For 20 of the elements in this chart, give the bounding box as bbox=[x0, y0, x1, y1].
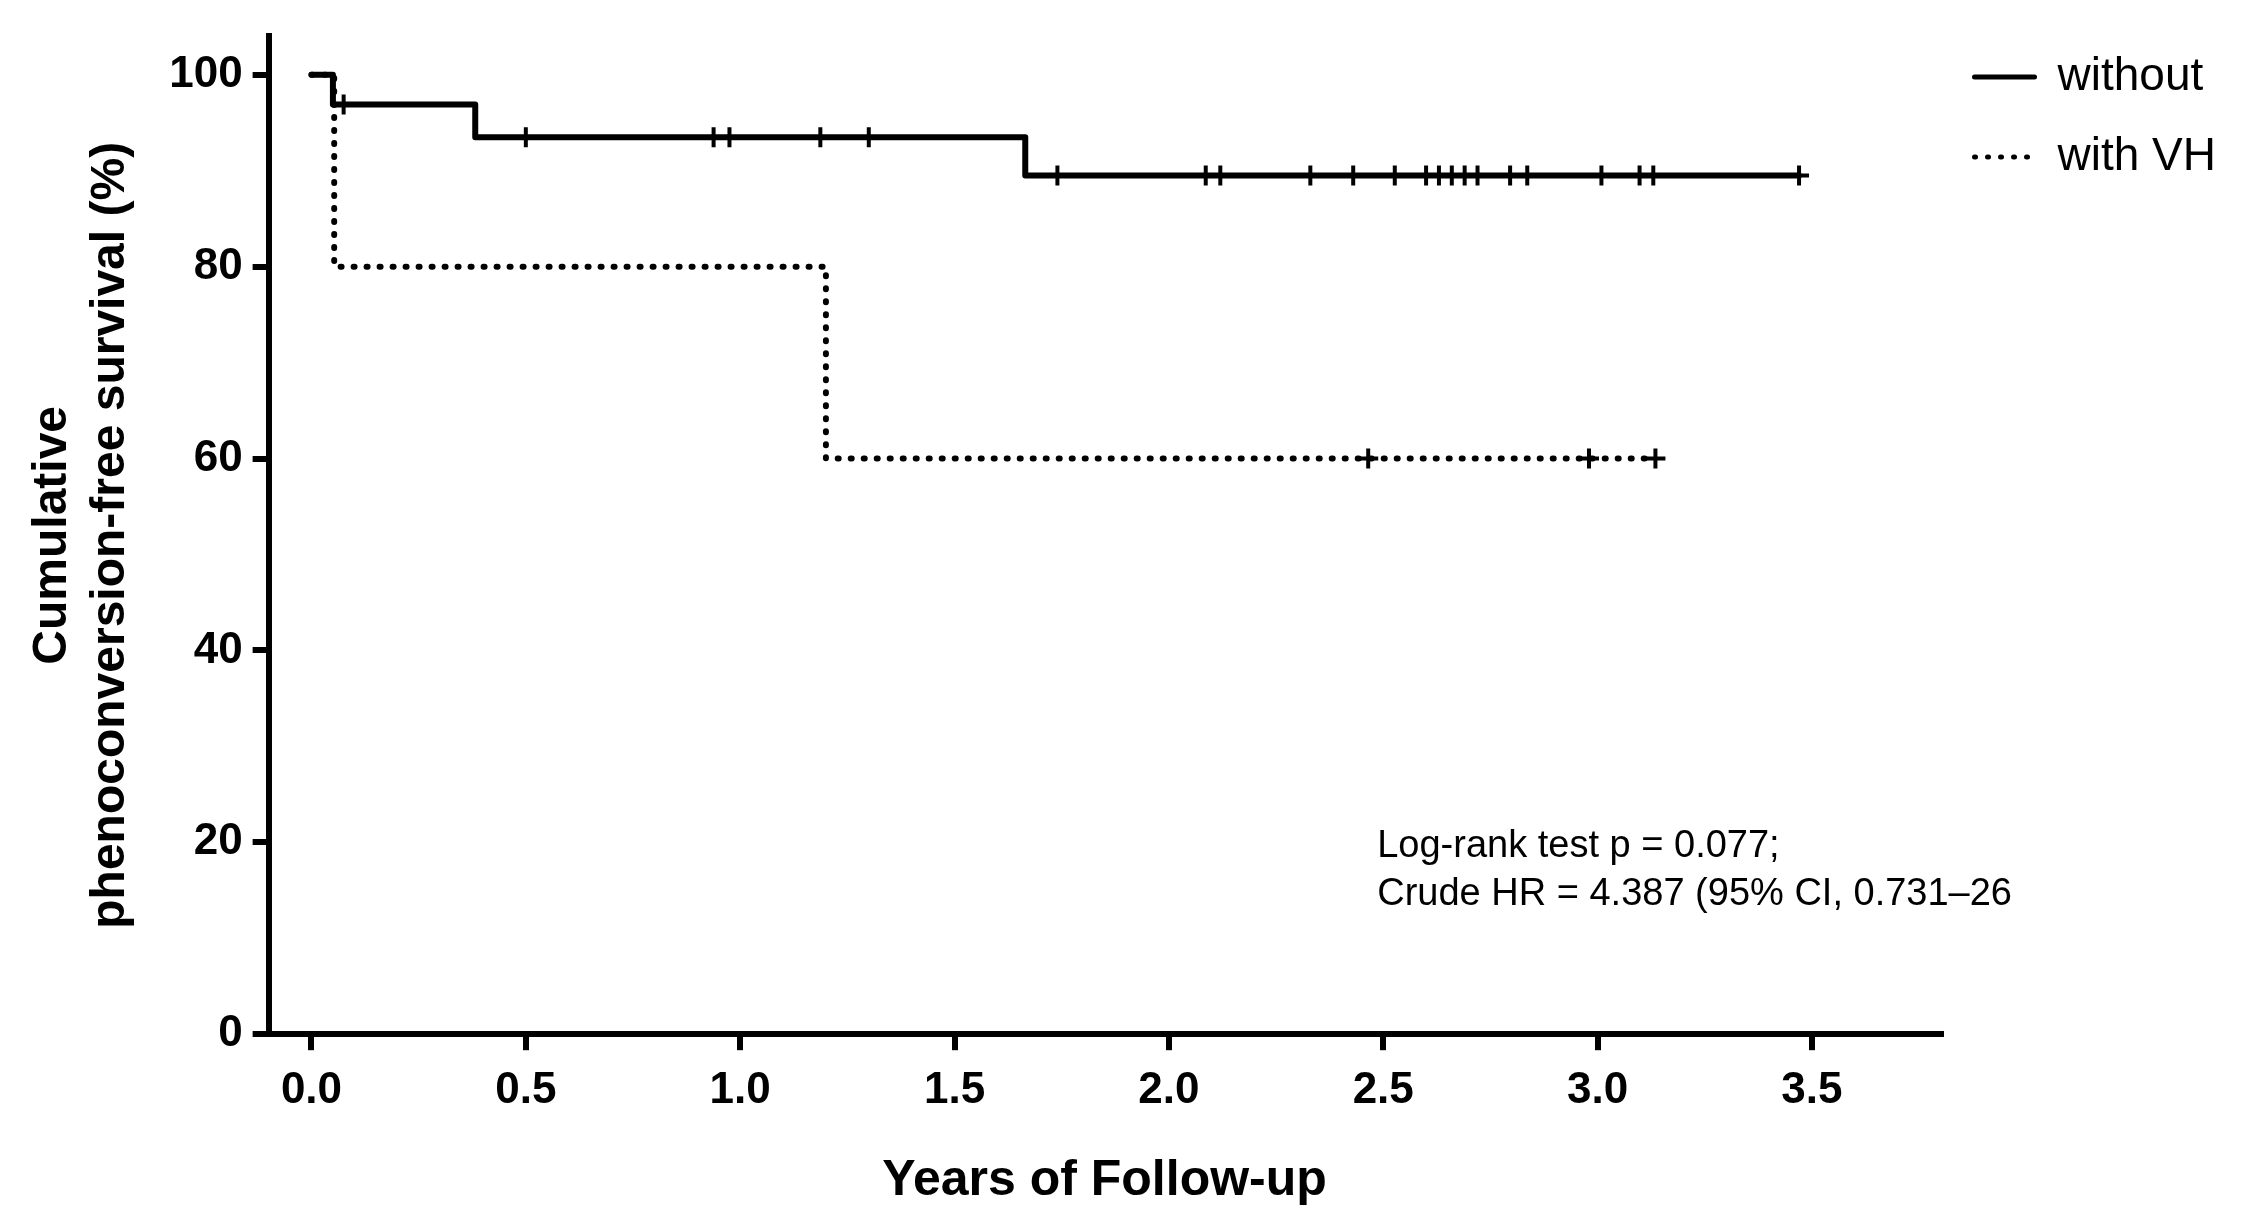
y-tick-label: 100 bbox=[169, 46, 243, 96]
x-tick-label: 3.5 bbox=[1781, 1062, 1843, 1112]
x-tick-label: 3.0 bbox=[1566, 1062, 1629, 1112]
x-tick-label: 0.0 bbox=[280, 1062, 343, 1112]
y-tick-label: 80 bbox=[193, 238, 243, 288]
y-tick-label: 40 bbox=[193, 622, 243, 672]
y-tick-label: 20 bbox=[193, 814, 243, 864]
annotation: Crude HR = 4.387 (95% CI, 0.731–26 bbox=[1377, 870, 2012, 913]
y-tick-label: 0 bbox=[218, 1006, 243, 1056]
legend-label: without bbox=[2056, 47, 2204, 100]
annotation: Log-rank test p = 0.077; bbox=[1377, 822, 1780, 865]
y-axis-title: Cumulative phenoconversion-free survival (%) bbox=[23, 141, 134, 929]
x-axis-title: Years of Follow-up bbox=[882, 1149, 1327, 1206]
y-tick-label: 60 bbox=[193, 430, 243, 480]
x-tick-label: 2.5 bbox=[1352, 1062, 1414, 1112]
x-tick-label: 1.5 bbox=[923, 1062, 986, 1112]
legend-label: with VH bbox=[2056, 127, 2216, 180]
x-tick-label: 1.0 bbox=[709, 1062, 771, 1112]
x-tick-label: 2.0 bbox=[1138, 1062, 1200, 1112]
x-tick-label: 0.5 bbox=[495, 1062, 557, 1112]
